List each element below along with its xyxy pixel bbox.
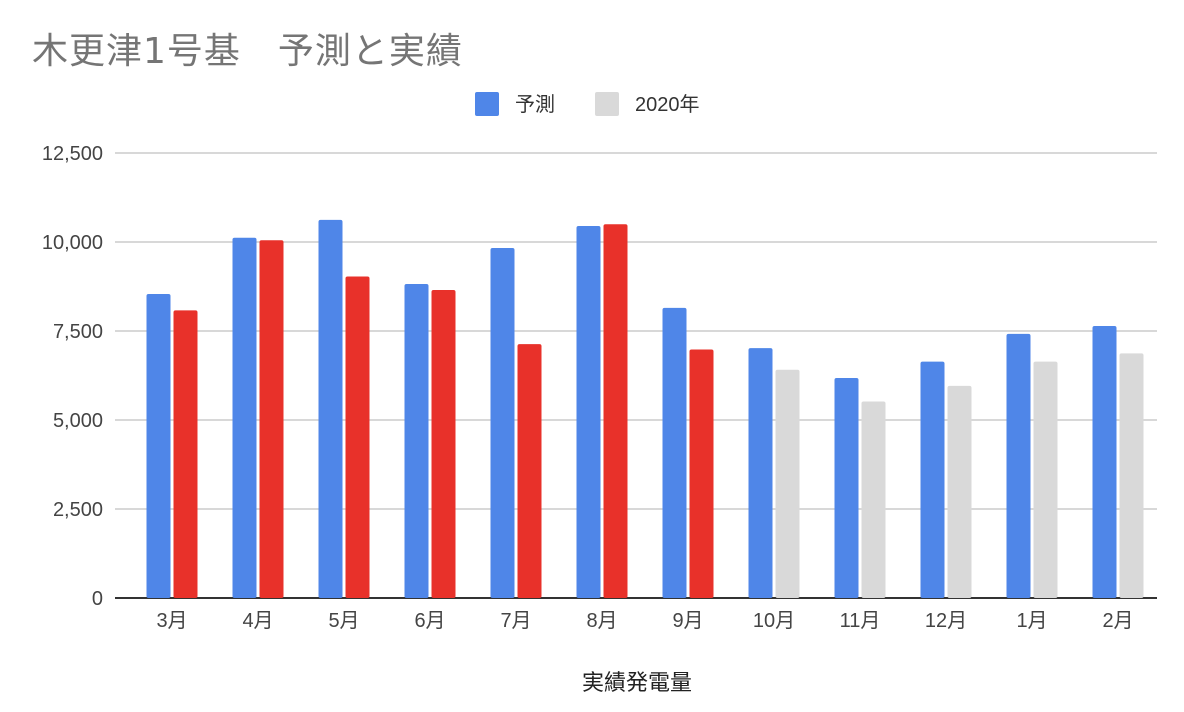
x-axis-title: 実績発電量 — [582, 671, 692, 696]
bar-forecast — [232, 237, 257, 598]
x-tick-label: 7月 — [500, 610, 531, 632]
x-tick-label: 11月 — [840, 610, 881, 632]
legend-label: 2020年 — [635, 93, 700, 116]
bar-actual — [431, 290, 456, 598]
x-tick-label: 9月 — [672, 610, 703, 632]
x-tick-label: 12月 — [925, 610, 967, 632]
legend-swatch — [475, 92, 499, 116]
bars — [146, 219, 1144, 599]
legend-swatch — [595, 92, 619, 116]
legend: 予測 2020年 — [475, 92, 700, 116]
y-axis-ticks: 0 2,500 5,000 7,500 10,000 12,500 — [42, 143, 103, 610]
bar-forecast — [404, 284, 429, 598]
bar-2020 — [861, 401, 886, 598]
y-tick-label: 10,000 — [42, 232, 103, 254]
x-tick-label: 6月 — [414, 610, 445, 632]
bar-forecast — [1092, 326, 1117, 598]
bar-forecast — [1006, 333, 1031, 598]
y-tick-label: 7,500 — [53, 321, 103, 343]
bar-actual — [259, 240, 284, 598]
bar-forecast — [490, 248, 515, 598]
x-tick-label: 3月 — [156, 610, 187, 632]
y-tick-label: 0 — [92, 588, 103, 610]
y-tick-label: 5,000 — [53, 410, 103, 432]
x-axis-ticks: 3月 4月 5月 6月 7月 8月 9月 10月 11月 12月 1月 2月 — [156, 610, 1133, 632]
bar-forecast — [146, 293, 171, 598]
bar-actual — [345, 276, 370, 598]
bar-forecast — [834, 377, 859, 598]
bar-2020 — [947, 385, 972, 598]
x-tick-label: 8月 — [586, 610, 617, 632]
x-tick-label: 1月 — [1016, 610, 1047, 632]
x-tick-label: 10月 — [753, 610, 795, 632]
bar-actual — [689, 349, 714, 598]
bar-2020 — [1033, 361, 1058, 598]
gridlines — [115, 152, 1157, 599]
x-tick-label: 5月 — [328, 610, 359, 632]
bar-forecast — [576, 225, 601, 599]
bar-2020 — [775, 369, 800, 598]
x-tick-label: 2月 — [1102, 610, 1133, 632]
bar-forecast — [748, 348, 773, 598]
bar-forecast — [662, 307, 687, 598]
bar-actual — [603, 224, 628, 598]
bar-forecast — [920, 361, 945, 598]
bar-actual — [517, 344, 542, 598]
bar-actual — [173, 310, 198, 598]
bar-forecast — [318, 219, 343, 599]
x-tick-label: 4月 — [242, 610, 273, 632]
legend-label: 予測 — [515, 93, 555, 116]
chart-title: 木更津1号基 予測と実績 — [32, 31, 463, 72]
y-tick-label: 12,500 — [42, 143, 103, 165]
y-tick-label: 2,500 — [53, 499, 103, 521]
bar-2020 — [1119, 353, 1144, 598]
